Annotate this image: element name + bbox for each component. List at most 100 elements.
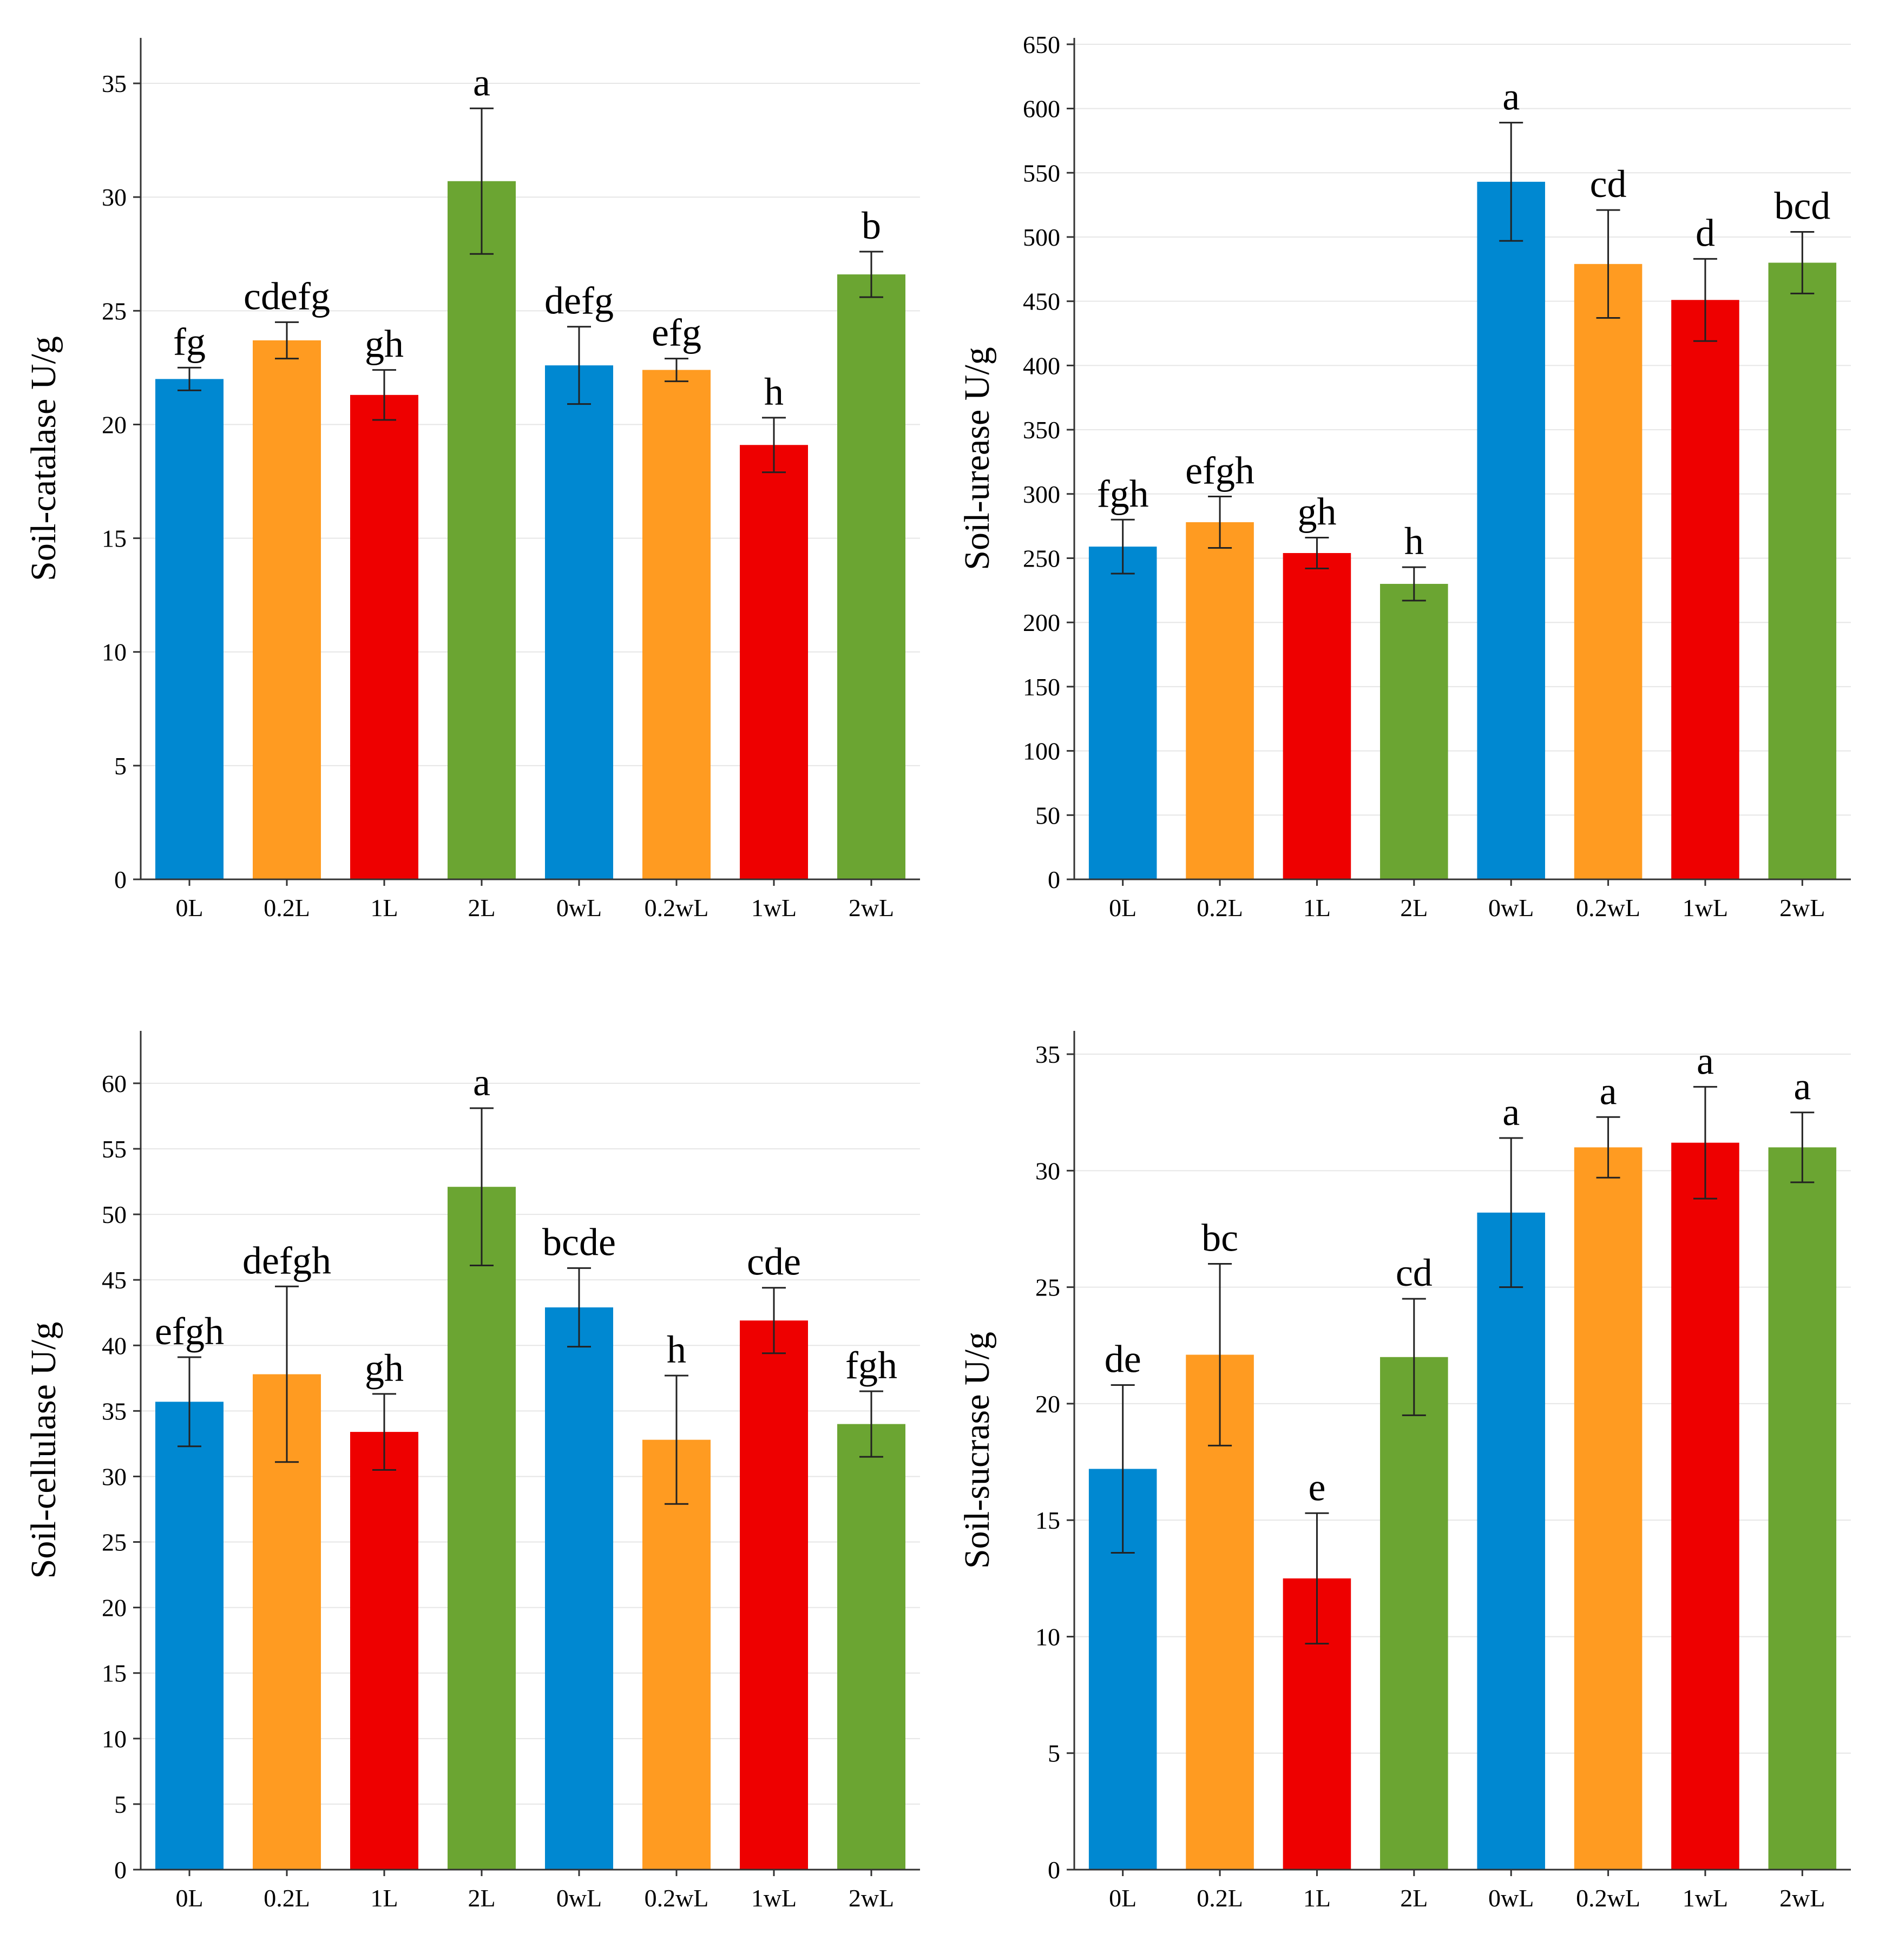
y-tick-label: 50	[1035, 801, 1060, 829]
significance-label: fg	[173, 320, 206, 363]
y-tick-label: 5	[114, 752, 127, 780]
bar-1wL	[1671, 1142, 1739, 1870]
y-tick-label: 650	[1023, 31, 1060, 58]
bar-2wL	[1768, 262, 1837, 879]
x-tick-label: 2wL	[849, 1884, 894, 1912]
bar-2wL	[837, 1424, 905, 1870]
significance-label: fgh	[845, 1344, 897, 1387]
x-tick-label: 1wL	[1683, 1884, 1728, 1912]
x-tick-label: 1wL	[1683, 894, 1728, 922]
y-tick-label: 10	[1035, 1623, 1060, 1650]
x-tick-label: 0L	[175, 1884, 203, 1912]
y-tick-label: 5	[114, 1791, 127, 1818]
y-tick-label: 150	[1023, 673, 1060, 701]
x-tick-label: 0.2wL	[1576, 1884, 1640, 1912]
significance-label: a	[1794, 1065, 1811, 1108]
bar-0L	[155, 379, 224, 879]
y-tick-label: 250	[1023, 544, 1060, 572]
y-tick-label: 30	[102, 1463, 127, 1490]
bar-2L	[448, 1187, 516, 1870]
significance-label: a	[473, 1061, 490, 1104]
urease-panel: 0 50 100 150 200 250 300 350 400 450 500 550 600 650 f…	[957, 31, 1851, 922]
bar-0wL	[545, 365, 613, 879]
x-tick-label: 0wL	[556, 1884, 602, 1912]
x-tick-label: 1L	[370, 894, 398, 922]
x-tick-label: 0L	[175, 894, 203, 922]
y-tick-label: 45	[102, 1266, 127, 1294]
significance-label: a	[1697, 1039, 1714, 1082]
catalase-panel: 0 5 10 15 20 25 30 35 fg 0L cdefg 0.2L gh 1L a 2L defg 0w…	[24, 38, 920, 922]
x-tick-label: 2wL	[1779, 1884, 1825, 1912]
y-tick-label: 350	[1023, 416, 1060, 444]
significance-label: cde	[747, 1240, 801, 1284]
significance-label: h	[1404, 519, 1424, 563]
significance-label: fgh	[1097, 472, 1149, 515]
significance-label: cd	[1396, 1251, 1433, 1294]
x-tick-label: 0.2wL	[1576, 894, 1640, 922]
bar-1wL	[1671, 300, 1739, 879]
x-tick-label: 1wL	[751, 1884, 797, 1912]
x-tick-label: 1L	[1303, 1884, 1331, 1912]
bar-0L	[155, 1402, 224, 1870]
y-tick-label: 30	[102, 183, 127, 211]
y-tick-label: 15	[102, 525, 127, 553]
significance-label: efg	[652, 311, 701, 354]
bar-1L	[350, 1432, 418, 1870]
y-tick-label: 0	[114, 1856, 127, 1884]
y-tick-label: 20	[102, 411, 127, 438]
y-tick-label: 5	[1048, 1740, 1060, 1767]
x-tick-label: 0wL	[556, 894, 602, 922]
significance-label: b	[862, 204, 881, 247]
y-axis-title: Soil-urease U/g	[957, 347, 997, 570]
y-tick-label: 10	[102, 639, 127, 666]
y-tick-label: 20	[102, 1594, 127, 1622]
y-tick-label: 0	[1048, 866, 1060, 893]
y-tick-label: 20	[1035, 1390, 1060, 1418]
bar-0.2L	[1186, 522, 1254, 879]
significance-label: d	[1696, 211, 1715, 254]
x-tick-label: 1L	[1303, 894, 1331, 922]
bar-0wL	[1477, 1212, 1545, 1870]
significance-label: gh	[365, 1346, 404, 1390]
y-tick-label: 55	[102, 1135, 127, 1163]
x-tick-label: 0wL	[1488, 894, 1534, 922]
y-axis-title: Soil-catalase U/g	[24, 336, 63, 581]
y-tick-label: 60	[102, 1070, 127, 1097]
x-tick-label: 2L	[468, 1884, 495, 1912]
bar-1L	[1283, 553, 1351, 879]
y-tick-label: 35	[102, 70, 127, 97]
significance-label: efgh	[1185, 449, 1254, 492]
y-tick-label: 0	[1048, 1856, 1060, 1884]
sucrase-panel: 0 5 10 15 20 25 30 35 de 0L bc 0.2L e 1L cd 2L a 0wL a 0.2w…	[957, 1031, 1851, 1912]
significance-label: a	[1502, 1090, 1520, 1134]
x-tick-label: 0wL	[1488, 1884, 1534, 1912]
x-tick-label: 0.2L	[1197, 1884, 1243, 1912]
significance-label: cd	[1590, 162, 1627, 206]
y-tick-label: 15	[1035, 1507, 1060, 1534]
bar-2L	[1380, 583, 1448, 879]
x-tick-label: 0L	[1109, 894, 1136, 922]
bar-0wL	[545, 1307, 613, 1870]
y-tick-label: 40	[102, 1332, 127, 1359]
y-tick-label: 500	[1023, 223, 1060, 251]
significance-label: gh	[1297, 490, 1336, 534]
bar-2L	[448, 181, 516, 879]
bar-0.2wL	[1574, 264, 1643, 880]
x-tick-label: 0.2wL	[645, 894, 709, 922]
x-tick-label: 2L	[1400, 1884, 1428, 1912]
bar-0.2wL	[642, 1439, 711, 1870]
y-tick-label: 600	[1023, 95, 1060, 123]
x-tick-label: 0L	[1109, 1884, 1136, 1912]
y-axis-title: Soil-sucrase U/g	[957, 1332, 997, 1569]
bar-0.2L	[253, 340, 321, 879]
y-tick-label: 25	[102, 1529, 127, 1556]
significance-label: defgh	[242, 1239, 331, 1282]
bar-0.2wL	[1574, 1147, 1643, 1870]
y-tick-label: 50	[102, 1201, 127, 1228]
bar-1wL	[740, 445, 808, 879]
y-tick-label: 400	[1023, 352, 1060, 379]
bar-2L	[1380, 1357, 1448, 1870]
significance-label: gh	[365, 323, 404, 366]
y-tick-label: 15	[102, 1660, 127, 1687]
